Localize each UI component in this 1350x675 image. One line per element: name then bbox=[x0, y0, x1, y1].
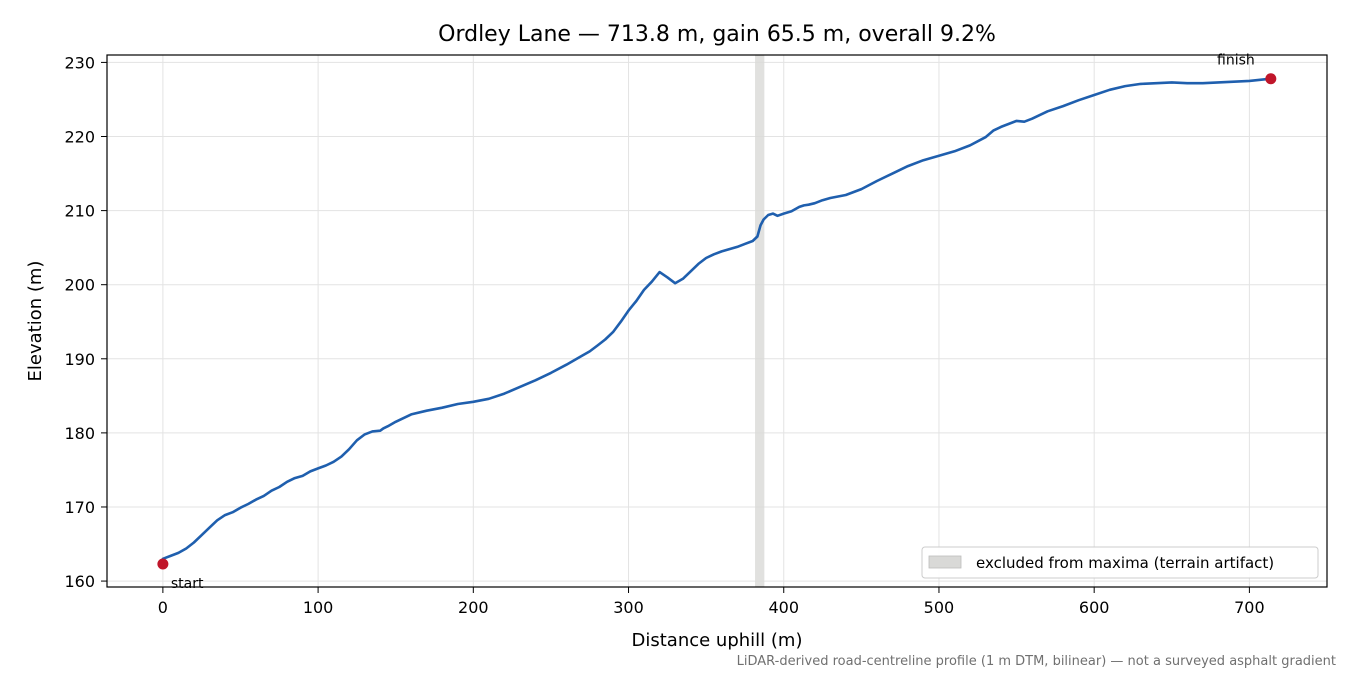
x-tick-label: 100 bbox=[303, 598, 334, 617]
legend-frame bbox=[921, 546, 1319, 579]
x-tick-label: 700 bbox=[1234, 598, 1265, 617]
x-axis-label: Distance uphill (m) bbox=[632, 630, 803, 651]
markers: start finish bbox=[157, 53, 1277, 592]
start-label: start bbox=[171, 576, 204, 592]
y-tick-label: 200 bbox=[64, 276, 95, 295]
finish-marker bbox=[1265, 73, 1277, 85]
legend-label: excluded from maxima (terrain artifact) bbox=[976, 554, 1274, 572]
finish-label: finish bbox=[1217, 53, 1255, 69]
plot-frame bbox=[106, 54, 1328, 588]
y-tick-label: 210 bbox=[64, 202, 95, 221]
x-tick-label: 500 bbox=[924, 598, 955, 617]
y-axis: 160 170 180 190 200 210 220 230 bbox=[64, 53, 107, 591]
y-tick-label: 160 bbox=[64, 572, 95, 591]
y-tick-label: 180 bbox=[64, 424, 95, 443]
y-tick-label: 170 bbox=[64, 498, 95, 517]
elevation-line bbox=[161, 77, 1273, 561]
grid bbox=[107, 55, 1327, 587]
x-tick-label: 200 bbox=[458, 598, 489, 617]
x-tick-label: 0 bbox=[158, 598, 168, 617]
start-marker bbox=[157, 558, 169, 570]
y-axis-label: Elevation (m) bbox=[25, 261, 46, 382]
y-tick-label: 190 bbox=[64, 350, 95, 369]
x-tick-label: 400 bbox=[768, 598, 799, 617]
plot-area: start finish bbox=[106, 53, 1328, 592]
legend-swatch bbox=[928, 555, 962, 569]
y-tick-label: 220 bbox=[64, 128, 95, 147]
excluded-band bbox=[755, 55, 765, 587]
chart-title: Ordley Lane — 713.8 m, gain 65.5 m, over… bbox=[438, 22, 996, 47]
legend: excluded from maxima (terrain artifact) bbox=[921, 546, 1319, 579]
footnote: LiDAR-derived road-centreline profile (1… bbox=[737, 654, 1336, 669]
x-tick-label: 300 bbox=[613, 598, 644, 617]
y-tick-label: 230 bbox=[64, 53, 95, 72]
x-axis: 0 100 200 300 400 500 600 700 bbox=[158, 587, 1265, 617]
x-tick-label: 600 bbox=[1079, 598, 1110, 617]
